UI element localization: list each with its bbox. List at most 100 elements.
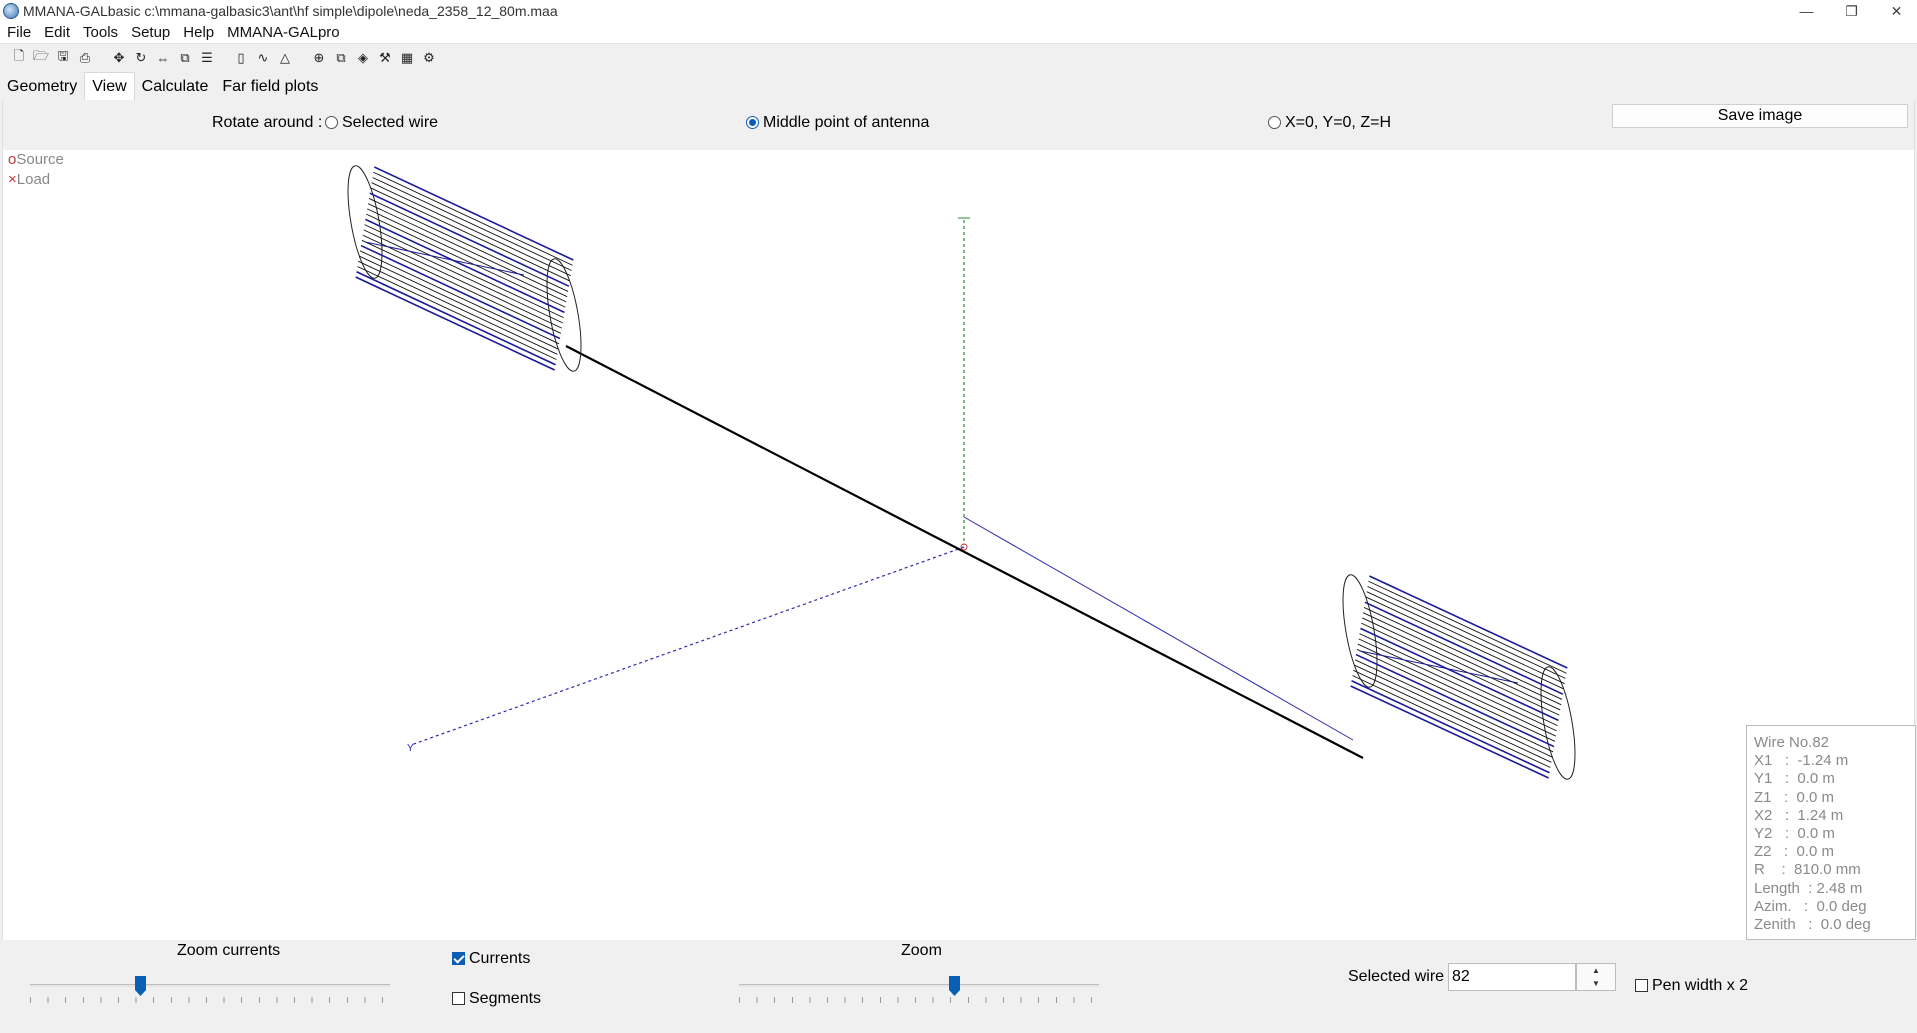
menu-setup[interactable]: Setup xyxy=(131,24,171,41)
zoom-currents-label: Zoom currents xyxy=(177,942,281,959)
menu-tools[interactable]: Tools xyxy=(83,24,119,41)
capacity-hat-right-rib xyxy=(1355,653,1555,748)
menu-file[interactable]: File xyxy=(7,24,32,41)
wire-info-x2: X2 : 1.24 m xyxy=(1754,806,1844,824)
zoom-label: Zoom xyxy=(901,942,942,959)
capacity-hat-right-rib xyxy=(1361,622,1560,716)
capacity-hat-left-inner-wire xyxy=(364,241,525,276)
close-button[interactable]: ✕ xyxy=(1890,2,1903,19)
tools-icon[interactable]: ⚒ xyxy=(379,50,391,65)
segments-checkbox[interactable] xyxy=(452,992,465,1005)
capacity-hat-right-rib xyxy=(1369,575,1568,669)
save-image-button[interactable]: Save image xyxy=(1612,104,1908,128)
capacity-hat-left-rib xyxy=(366,213,566,308)
capacity-hat-right-rib xyxy=(1360,627,1559,722)
duplicate-icon[interactable]: ⧉ xyxy=(336,50,346,65)
triangle-icon[interactable]: △ xyxy=(280,50,290,65)
source-marker: o xyxy=(8,151,17,168)
capacity-hat-right-rib xyxy=(1364,601,1564,695)
save-as-icon[interactable]: ⎙ xyxy=(79,50,91,65)
capacity-hat-left[interactable] xyxy=(341,163,587,373)
document-icon[interactable]: ▯ xyxy=(237,50,245,65)
capacity-hat-right-rib xyxy=(1356,648,1556,742)
radio-xyz[interactable] xyxy=(1268,116,1281,129)
restore-button[interactable]: ❐ xyxy=(1845,2,1858,19)
wire-info-x1: X1 : -1.24 m xyxy=(1754,752,1849,770)
zoom-currents-ticks xyxy=(30,997,390,1003)
capacity-hat-left-rib xyxy=(373,171,573,266)
capacity-hat-right-rib xyxy=(1366,591,1565,685)
capacity-hat-right-rib xyxy=(1353,669,1552,763)
3d-view-icon[interactable]: ◈ xyxy=(358,50,368,65)
capacity-hat-right-rib xyxy=(1351,680,1550,774)
selected-wire-stepper[interactable]: ▲ ▼ xyxy=(1576,963,1616,991)
source-marker-point xyxy=(960,543,968,551)
cyl-right-end-b xyxy=(1540,666,1576,780)
minimize-button[interactable]: — xyxy=(1799,3,1814,19)
zoom-track[interactable] xyxy=(739,984,1099,987)
tab-geometry[interactable]: Geometry xyxy=(7,78,78,95)
tab-calculate[interactable]: Calculate xyxy=(141,78,209,95)
currents-checkbox[interactable] xyxy=(452,952,465,965)
calculator-icon[interactable]: ▦ xyxy=(400,50,414,65)
capacity-hat-right[interactable] xyxy=(1336,572,1581,781)
stepper-up-icon[interactable]: ▲ xyxy=(1592,966,1600,975)
y-axis xyxy=(410,546,965,746)
wire-info-z2: Z2 : 0.0 m xyxy=(1754,843,1835,861)
open-file-icon[interactable]: 🗁 xyxy=(32,48,50,63)
window-title: MMANA-GALbasic c:\mmana-galbasic3\ant\hf… xyxy=(23,3,558,19)
capacity-hat-right-rib xyxy=(1363,607,1563,700)
segments-checkbox-row[interactable]: Segments xyxy=(452,990,541,1008)
new-file-icon[interactable]: 🗋 xyxy=(13,48,25,63)
rotate-selected-wire-option[interactable]: Selected wire xyxy=(325,114,438,132)
currents-label: Currents xyxy=(469,950,531,967)
pen-width-checkbox-row[interactable]: Pen width x 2 xyxy=(1635,977,1748,995)
capacity-hat-left-rib xyxy=(370,187,570,282)
stepper-down-icon[interactable]: ▼ xyxy=(1592,979,1600,988)
menu-mmana-galpro[interactable]: MMANA-GALpro xyxy=(227,24,340,41)
capacity-hat-right-rib xyxy=(1354,664,1553,758)
menu-help[interactable]: Help xyxy=(183,24,215,41)
tab-far-field-plots[interactable]: Far field plots xyxy=(222,78,319,95)
rotate-options-bar: Rotate around : Selected wire Middle poi… xyxy=(2,100,1915,149)
move-icon[interactable]: ✥ xyxy=(113,50,125,65)
currents-checkbox-row[interactable]: Currents xyxy=(452,950,530,968)
save-icon[interactable]: 🖫 xyxy=(57,48,69,63)
main-wire[interactable] xyxy=(565,345,1364,759)
cyl-left-end-b xyxy=(546,258,582,372)
tab-view[interactable]: View xyxy=(84,72,135,100)
stretch-icon[interactable]: ⇔ xyxy=(156,50,170,66)
capacity-hat-left-rib xyxy=(359,250,560,345)
capacity-hat-left-rib xyxy=(363,229,563,324)
zoom-currents-thumb[interactable] xyxy=(135,976,146,996)
capacity-hat-right-rib xyxy=(1354,659,1554,753)
radio-selected-wire[interactable] xyxy=(325,116,338,129)
rotate-xyz-option[interactable]: X=0, Y=0, Z=H xyxy=(1268,114,1391,132)
capacity-hat-right-rib xyxy=(1362,612,1562,706)
selected-wire-label: Selected wire xyxy=(1348,968,1445,985)
settings-icon[interactable]: ⚙ xyxy=(423,50,435,65)
copy-icon[interactable]: ⧉ xyxy=(180,50,190,65)
wire-list-icon[interactable]: ☰ xyxy=(201,50,213,65)
pen-width-checkbox[interactable] xyxy=(1635,979,1648,992)
rotate-icon[interactable]: ↻ xyxy=(135,50,147,65)
capacity-hat-right-rib xyxy=(1362,617,1561,711)
capacity-hat-right-inner-wire xyxy=(1359,650,1519,684)
capacity-hat-right-rib xyxy=(1352,675,1551,768)
chart-icon[interactable]: ∿ xyxy=(257,50,269,65)
menu-edit[interactable]: Edit xyxy=(44,24,71,41)
tab-bar: Geometry View Calculate Far field plots xyxy=(0,72,1917,100)
wire-info-y1: Y1 : 0.0 m xyxy=(1754,770,1835,788)
rotate-middle-point-option[interactable]: Middle point of antenna xyxy=(746,114,929,132)
bottom-controls: Zoom currents Currents Segments Zoom Sel… xyxy=(2,940,1915,1033)
antenna-3d-view[interactable]: oSource ×Load Y Wire No.82 X1 : -1.24 m … xyxy=(2,150,1916,940)
capacity-hat-left-rib xyxy=(369,192,570,287)
center-icon[interactable]: ⊕ xyxy=(313,50,325,65)
zoom-thumb[interactable] xyxy=(949,976,960,996)
zoom-currents-track[interactable] xyxy=(30,984,390,987)
wire-info-length: Length : 2.48 m xyxy=(1754,879,1863,897)
capacity-hat-left-rib xyxy=(357,266,557,360)
selected-wire-input[interactable]: 82 xyxy=(1448,963,1576,991)
radio-middle-point[interactable] xyxy=(746,116,759,129)
capacity-hat-left-rib xyxy=(365,218,565,314)
